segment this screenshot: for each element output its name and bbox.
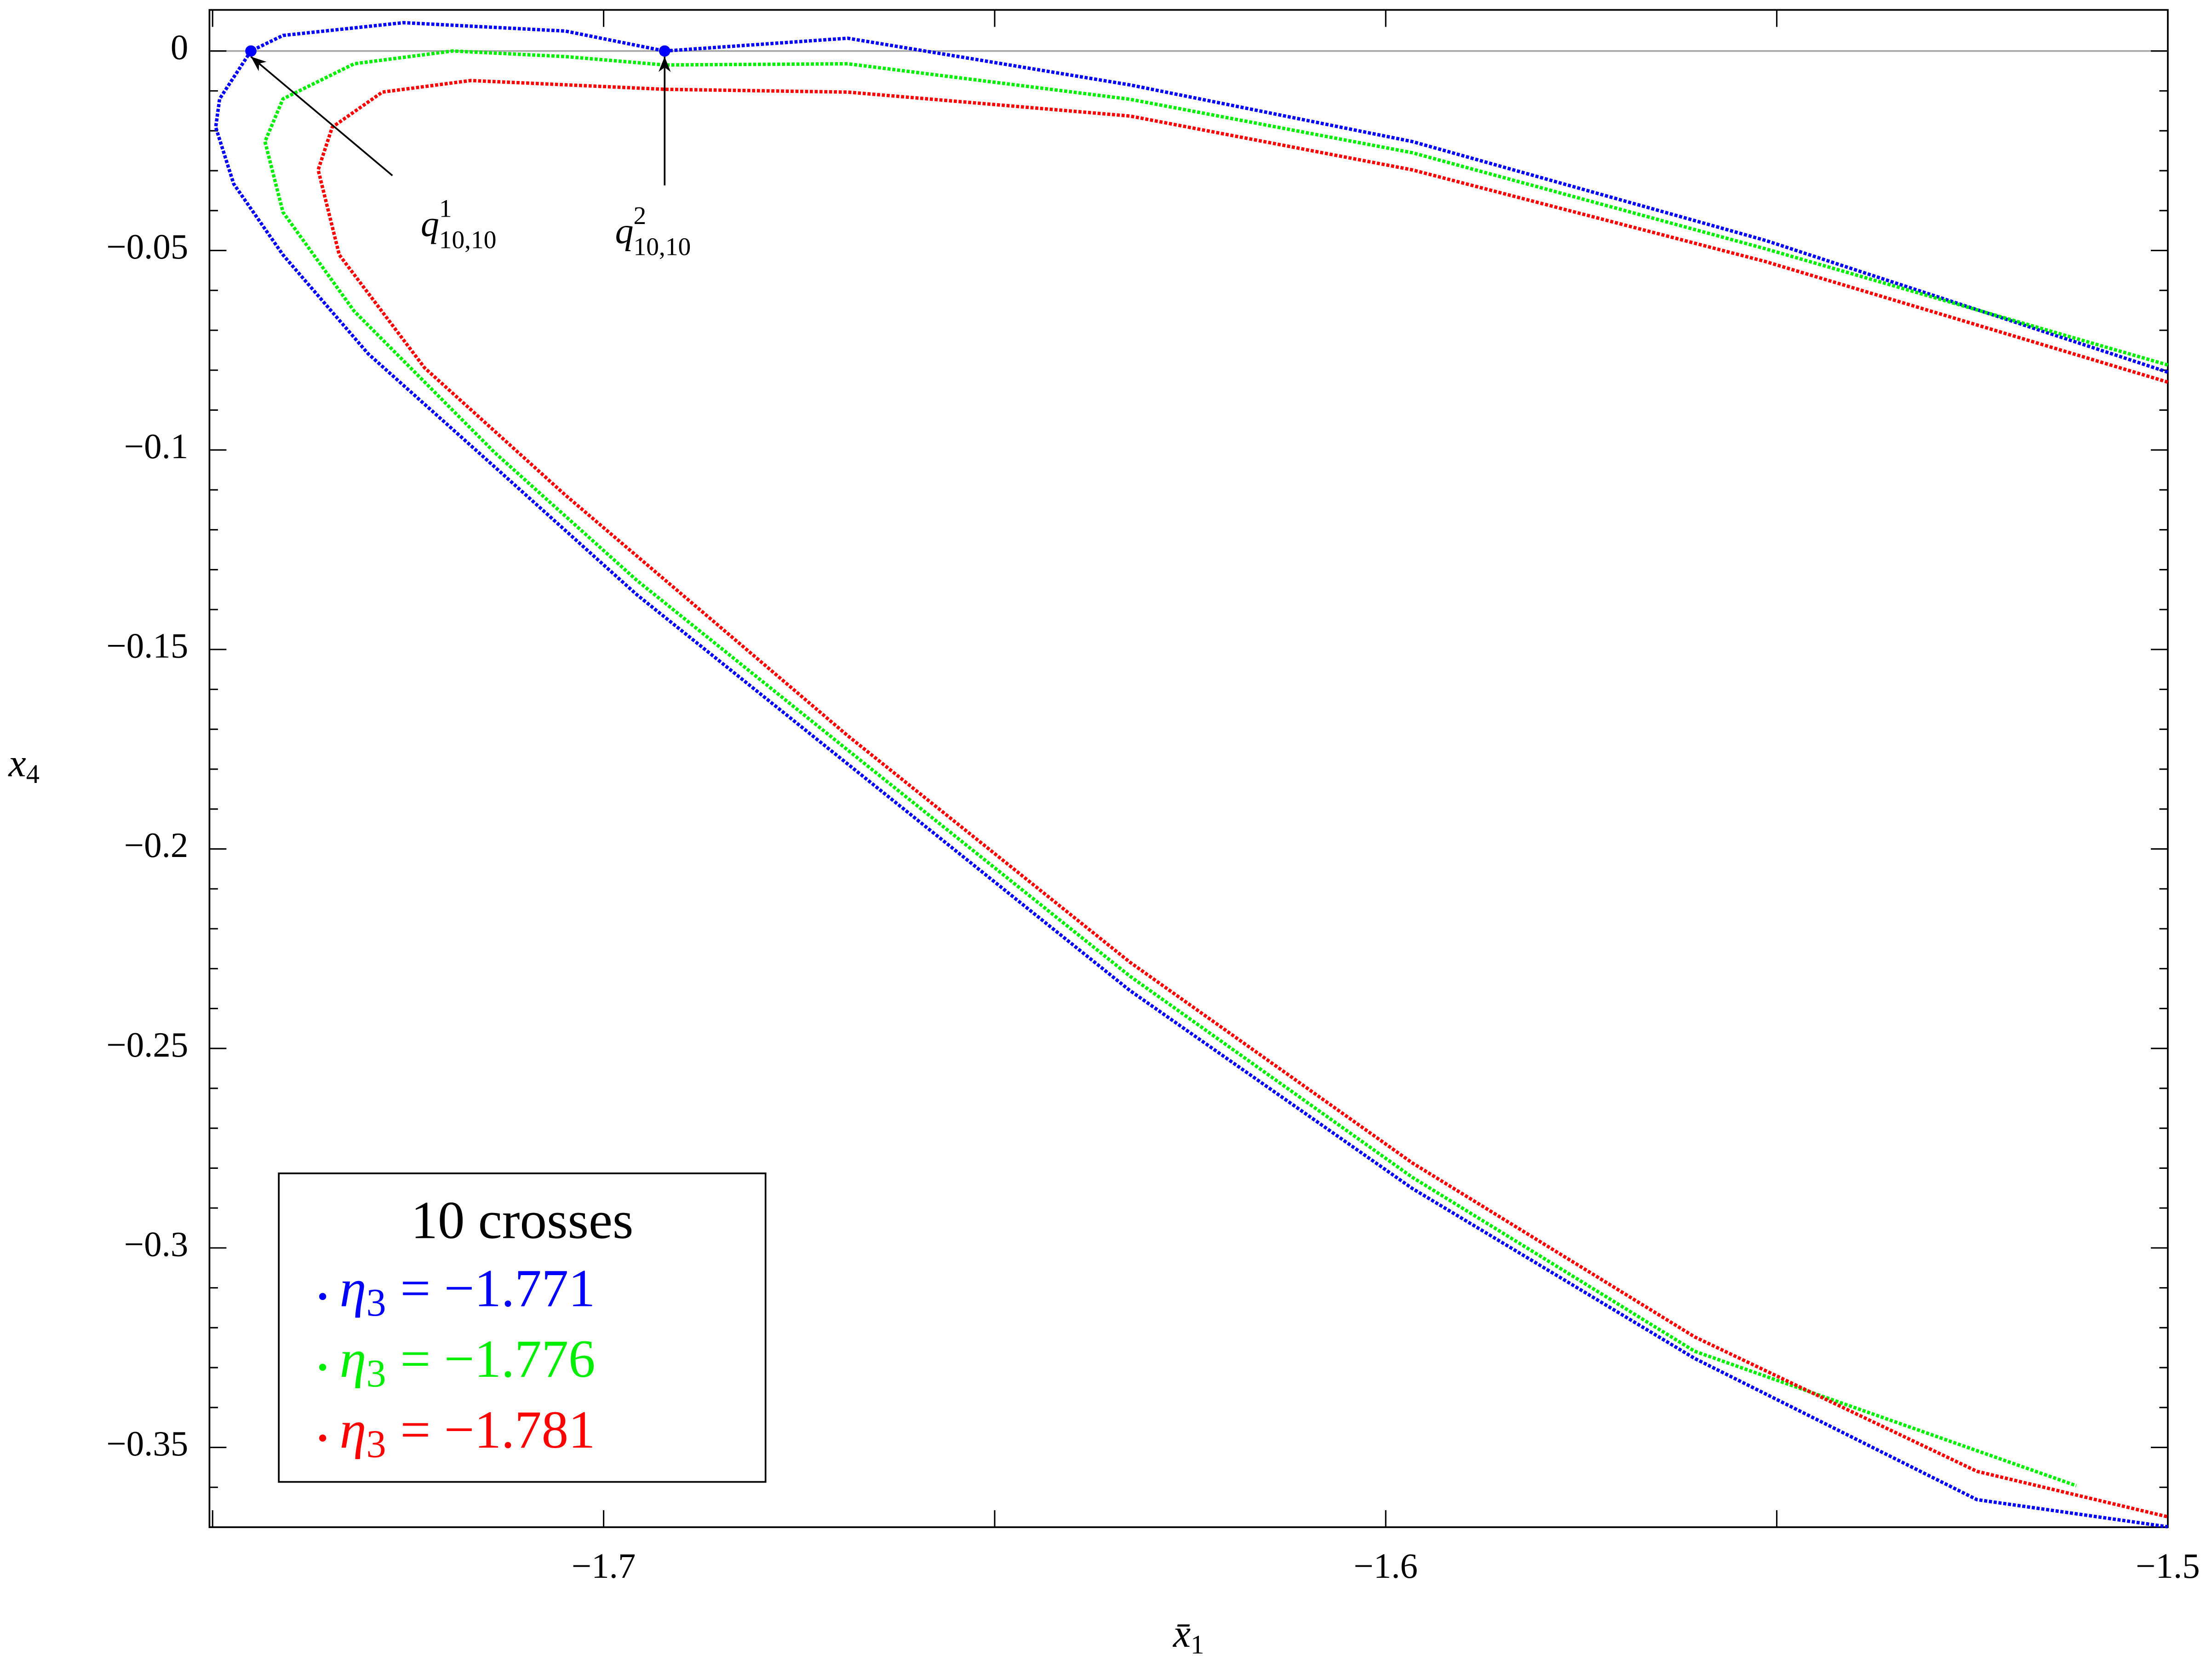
x-tick-label: −1.5	[2136, 1546, 2200, 1586]
y-axis-label: x4	[8, 741, 40, 789]
y-tick-label: −0.1	[124, 426, 189, 466]
y-tick-label: −0.2	[124, 825, 189, 865]
legend-symbol: η	[340, 1329, 367, 1389]
y-tick-label: −0.15	[106, 626, 188, 666]
series-line	[316, 79, 2168, 1519]
series-line	[214, 21, 2169, 1529]
annotation-symbol: q	[615, 211, 634, 252]
annotation-label: q2 10,10	[615, 201, 691, 261]
legend-box	[278, 1172, 767, 1483]
legend-symbol: η	[340, 1259, 367, 1318]
legend-sub: 3	[367, 1280, 386, 1324]
legend-symbol: η	[340, 1400, 367, 1460]
annotation-point	[245, 45, 257, 57]
legend-sub: 3	[367, 1351, 386, 1395]
annotation-sup: 2	[634, 201, 647, 230]
annotation-arrow	[250, 56, 393, 177]
legend-marker	[319, 1293, 327, 1300]
annotation-symbol: q	[421, 204, 439, 245]
legend-value: = −1.776	[400, 1329, 595, 1389]
legend-label: η3 = −1.771	[340, 1259, 596, 1324]
legend-marker	[319, 1363, 327, 1371]
legend-label: η3 = −1.776	[340, 1329, 596, 1395]
x-tick-label: −1.7	[572, 1546, 636, 1586]
x-tick-label: −1.6	[1354, 1546, 1418, 1586]
y-tick-label: −0.35	[106, 1424, 188, 1463]
y-tick-label: −0.3	[124, 1225, 189, 1264]
legend-marker	[319, 1434, 327, 1442]
annotation-sub: 10,10	[634, 232, 691, 260]
legend-title: 10 crosses	[411, 1190, 634, 1250]
x-axis-label: x̄1	[1172, 1611, 1204, 1656]
y-tick-label: 0	[171, 28, 188, 67]
legend-value: = −1.771	[400, 1259, 595, 1318]
series-line	[263, 49, 2168, 1488]
legend-value: = −1.781	[400, 1400, 595, 1460]
annotation-point	[659, 45, 670, 57]
legend-sub: 3	[367, 1421, 386, 1466]
y-tick-label: −0.25	[106, 1025, 188, 1064]
annotation-sup: 1	[439, 194, 452, 222]
y-tick-label: −0.05	[106, 227, 188, 266]
annotation-label: q1 10,10	[421, 194, 497, 253]
annotation-sub: 10,10	[439, 225, 497, 253]
legend-label: η3 = −1.781	[340, 1400, 596, 1466]
